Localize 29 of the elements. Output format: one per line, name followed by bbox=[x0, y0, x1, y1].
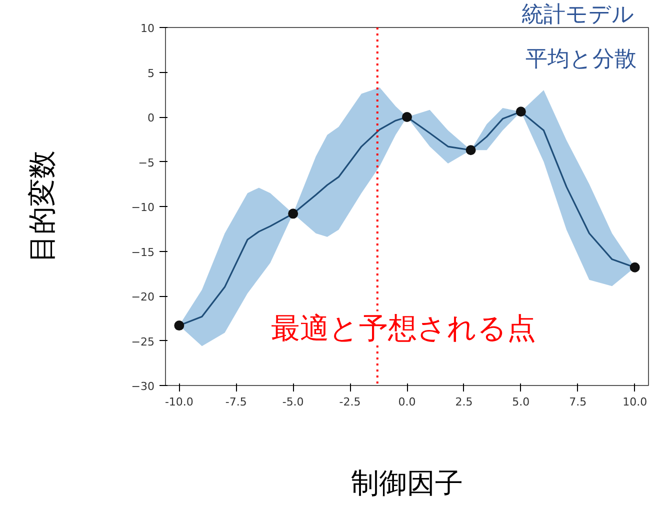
x-tick-label: 2.5 bbox=[455, 396, 473, 408]
y-tick-label: 0 bbox=[148, 112, 154, 124]
point bbox=[630, 262, 640, 272]
point bbox=[402, 112, 412, 122]
x-tick-label: -7.5 bbox=[225, 396, 247, 408]
annotation: 平均と分散 bbox=[526, 47, 637, 72]
point bbox=[174, 320, 184, 331]
y-tick-label: 10 bbox=[140, 22, 155, 35]
point bbox=[288, 208, 298, 219]
point bbox=[466, 145, 476, 156]
x-tick-label: -10.0 bbox=[164, 396, 194, 408]
y-tick-label: −5 bbox=[138, 156, 155, 170]
x-axis-title: 制御因子 bbox=[351, 466, 463, 500]
x-tick-label: 5.0 bbox=[512, 396, 530, 408]
x-tick-label: 10.0 bbox=[622, 396, 648, 408]
x-tick-label: -2.5 bbox=[339, 396, 361, 408]
x-tick-label: 7.5 bbox=[569, 396, 587, 408]
text: 統計モデル bbox=[522, 2, 634, 28]
x-tick-label: -5.0 bbox=[282, 396, 304, 408]
y-tick-label: −15 bbox=[131, 246, 155, 259]
y-tick-label: −10 bbox=[131, 201, 155, 214]
annotation: 最適と予想される点 bbox=[271, 311, 536, 346]
y-tick-label: −25 bbox=[131, 335, 155, 348]
y-tick-label: 5 bbox=[148, 66, 154, 80]
y-tick-label: −20 bbox=[131, 290, 155, 304]
y-tick-label: −30 bbox=[131, 380, 155, 393]
point bbox=[516, 106, 526, 117]
y-axis-title: 目的変数 bbox=[25, 150, 58, 262]
x-tick-label: 0.0 bbox=[398, 396, 416, 408]
